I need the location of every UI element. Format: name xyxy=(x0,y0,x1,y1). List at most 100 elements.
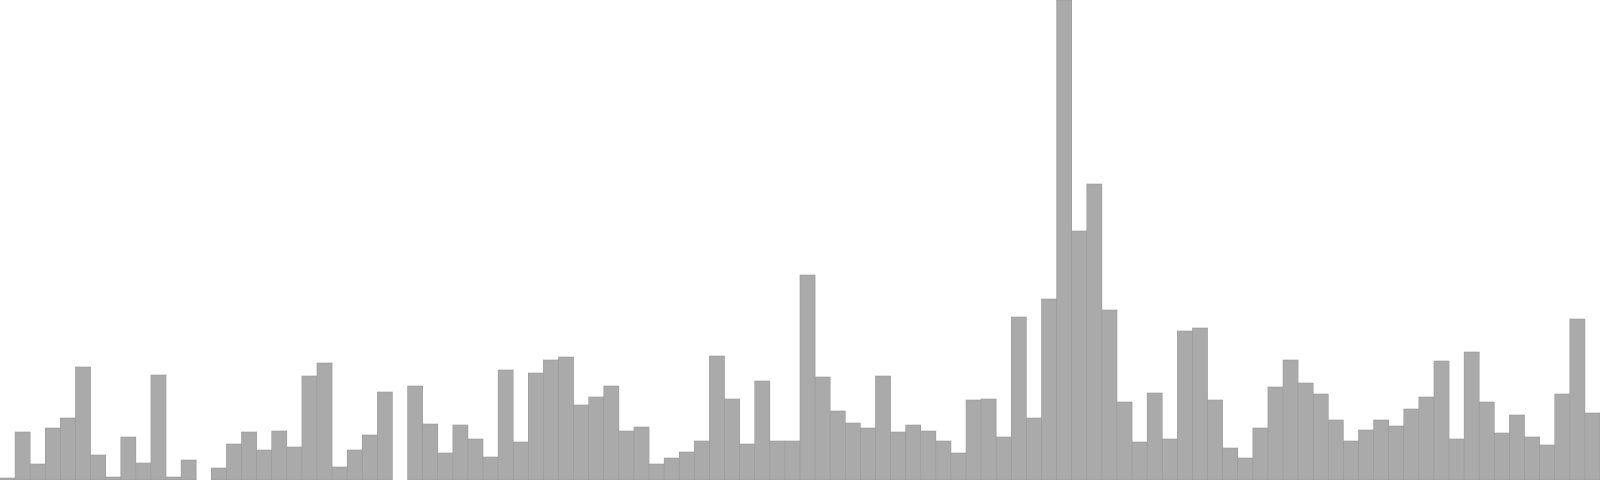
bar-100 xyxy=(1509,414,1525,480)
bar-38 xyxy=(573,404,589,480)
bar-49 xyxy=(739,443,756,480)
bar-70 xyxy=(1056,0,1072,480)
bar-42 xyxy=(633,426,650,480)
bar-76 xyxy=(1146,392,1163,480)
bar-71 xyxy=(1071,230,1088,480)
bar-73 xyxy=(1101,309,1118,480)
bar-80 xyxy=(1207,399,1223,480)
bar-92 xyxy=(1388,425,1405,480)
bar-20 xyxy=(301,375,318,480)
bar-23 xyxy=(346,449,363,480)
bar-4 xyxy=(60,417,76,480)
bar-34 xyxy=(512,441,529,480)
bar-50 xyxy=(754,380,771,480)
bar-16 xyxy=(241,431,257,480)
bar-67 xyxy=(1011,316,1027,480)
bar-77 xyxy=(1161,438,1178,480)
bar-22 xyxy=(331,466,348,480)
bar-104 xyxy=(1569,318,1586,480)
bar-62 xyxy=(935,440,952,480)
bar-56 xyxy=(844,422,861,480)
bar-65 xyxy=(980,398,997,480)
bar-89 xyxy=(1343,440,1359,480)
bar-24 xyxy=(361,434,378,480)
bar-30 xyxy=(452,424,469,480)
bar-68 xyxy=(1026,417,1042,480)
bar-84 xyxy=(1267,386,1284,480)
bar-15 xyxy=(226,443,242,480)
bar-60 xyxy=(905,424,922,480)
bar-27 xyxy=(407,385,423,480)
bar-86 xyxy=(1297,382,1314,480)
bar-44 xyxy=(663,457,680,480)
bar-12 xyxy=(180,459,197,480)
bar-18 xyxy=(271,430,288,480)
bar-43 xyxy=(648,463,665,480)
bar-98 xyxy=(1478,401,1495,480)
bar-61 xyxy=(920,430,937,480)
bar-83 xyxy=(1252,427,1269,480)
bar-78 xyxy=(1177,330,1193,480)
bar-5 xyxy=(75,366,91,480)
bar-3 xyxy=(44,427,61,480)
bar-99 xyxy=(1494,432,1510,480)
bar-52 xyxy=(784,440,801,480)
bar-33 xyxy=(497,369,514,480)
bar-29 xyxy=(437,452,454,480)
bar-2 xyxy=(29,463,46,480)
bar-81 xyxy=(1222,447,1239,480)
bar-69 xyxy=(1041,298,1057,480)
bar-103 xyxy=(1554,393,1571,480)
bar-93 xyxy=(1403,408,1420,480)
bar-87 xyxy=(1312,393,1329,480)
bar-9 xyxy=(135,462,152,480)
bar-96 xyxy=(1448,438,1465,480)
bar-55 xyxy=(829,410,846,480)
bar-39 xyxy=(588,396,605,480)
bar-102 xyxy=(1539,444,1556,480)
bar-21 xyxy=(316,362,333,480)
bar-97 xyxy=(1463,351,1480,480)
bar-79 xyxy=(1192,327,1208,480)
bar-101 xyxy=(1524,436,1540,480)
bar-75 xyxy=(1131,441,1148,480)
bar-82 xyxy=(1237,457,1254,480)
bar-47 xyxy=(709,355,725,480)
bar-37 xyxy=(558,356,574,480)
bar-25 xyxy=(377,391,393,480)
bar-57 xyxy=(860,427,876,480)
bar-94 xyxy=(1418,396,1435,480)
bar-45 xyxy=(678,451,695,480)
bar-91 xyxy=(1373,419,1389,480)
bar-8 xyxy=(120,436,137,480)
bar-105 xyxy=(1584,412,1600,480)
bar-46 xyxy=(694,440,710,480)
bar-74 xyxy=(1116,401,1133,480)
bar-72 xyxy=(1086,183,1103,480)
bar-32 xyxy=(482,456,499,480)
bar-85 xyxy=(1282,359,1299,480)
bar-41 xyxy=(618,430,635,480)
bar-66 xyxy=(995,436,1012,480)
bar-64 xyxy=(965,399,982,480)
bar-88 xyxy=(1328,419,1344,480)
bar-35 xyxy=(527,372,544,480)
bar-40 xyxy=(603,385,620,480)
bar-17 xyxy=(256,449,272,480)
bar-31 xyxy=(467,438,484,480)
bar-28 xyxy=(422,423,439,480)
bar-51 xyxy=(769,440,786,480)
bar-59 xyxy=(890,431,906,480)
bar-54 xyxy=(814,376,831,480)
bar-14 xyxy=(211,467,227,480)
bar-48 xyxy=(724,398,740,480)
bar-63 xyxy=(950,452,967,480)
bar-6 xyxy=(90,454,106,480)
bar-1 xyxy=(14,431,31,480)
bar-10 xyxy=(150,374,167,480)
bar-95 xyxy=(1433,360,1450,480)
bar-19 xyxy=(286,446,303,480)
bar-58 xyxy=(875,375,891,480)
